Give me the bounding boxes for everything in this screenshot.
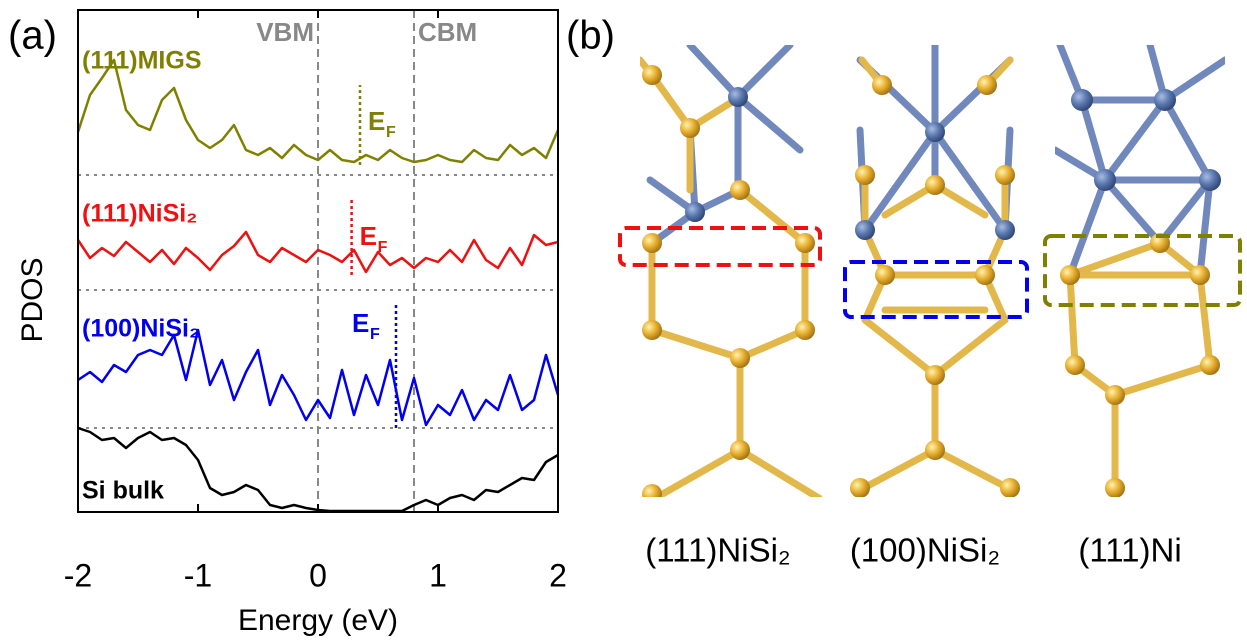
fermi-label: E (368, 106, 385, 136)
x-tick-label: -1 (184, 557, 212, 593)
x-tick-label: 2 (549, 557, 567, 593)
x-axis-label: Energy (eV) (238, 604, 398, 637)
structure-111-ni (1055, 45, 1225, 498)
x-tick-label: -2 (64, 557, 92, 593)
series-label: Si bulk (82, 477, 164, 505)
x-tick-label: 0 (309, 557, 327, 593)
pdos-plot: VBM CBM (111)MIGS (111)NiSi₂ (100)NiSi₂ Si bu… (64, 10, 567, 593)
fermi-label: E (352, 308, 369, 338)
structure-caption: (111)Ni (1078, 532, 1181, 569)
fermi-label-sub: F (386, 124, 396, 141)
reference-label: CBM (418, 17, 477, 47)
fermi-label-sub: F (370, 326, 380, 343)
structure-caption: (111)NiSi₂ (645, 532, 790, 569)
fermi-label: E (360, 221, 377, 251)
panel-label: (b) (566, 14, 615, 58)
fermi-label-sub: F (378, 239, 388, 256)
y-axis-label: PDOS (16, 257, 49, 342)
figure: VBM CBM (111)MIGS (111)NiSi₂ (100)NiSi₂ Si bu… (0, 0, 1247, 641)
panel-label: (a) (8, 14, 57, 58)
structure-111-nisi2 (640, 45, 822, 504)
series-label: (111)NiSi₂ (82, 200, 197, 228)
x-tick-label: 1 (429, 557, 447, 593)
series-label: (100)NiSi₂ (82, 315, 200, 343)
structure-100-nisi2 (850, 45, 1020, 498)
structure-caption: (100)NiSi₂ (850, 532, 1000, 569)
reference-label: VBM (256, 17, 314, 47)
series-label: (111)MIGS (82, 47, 202, 75)
